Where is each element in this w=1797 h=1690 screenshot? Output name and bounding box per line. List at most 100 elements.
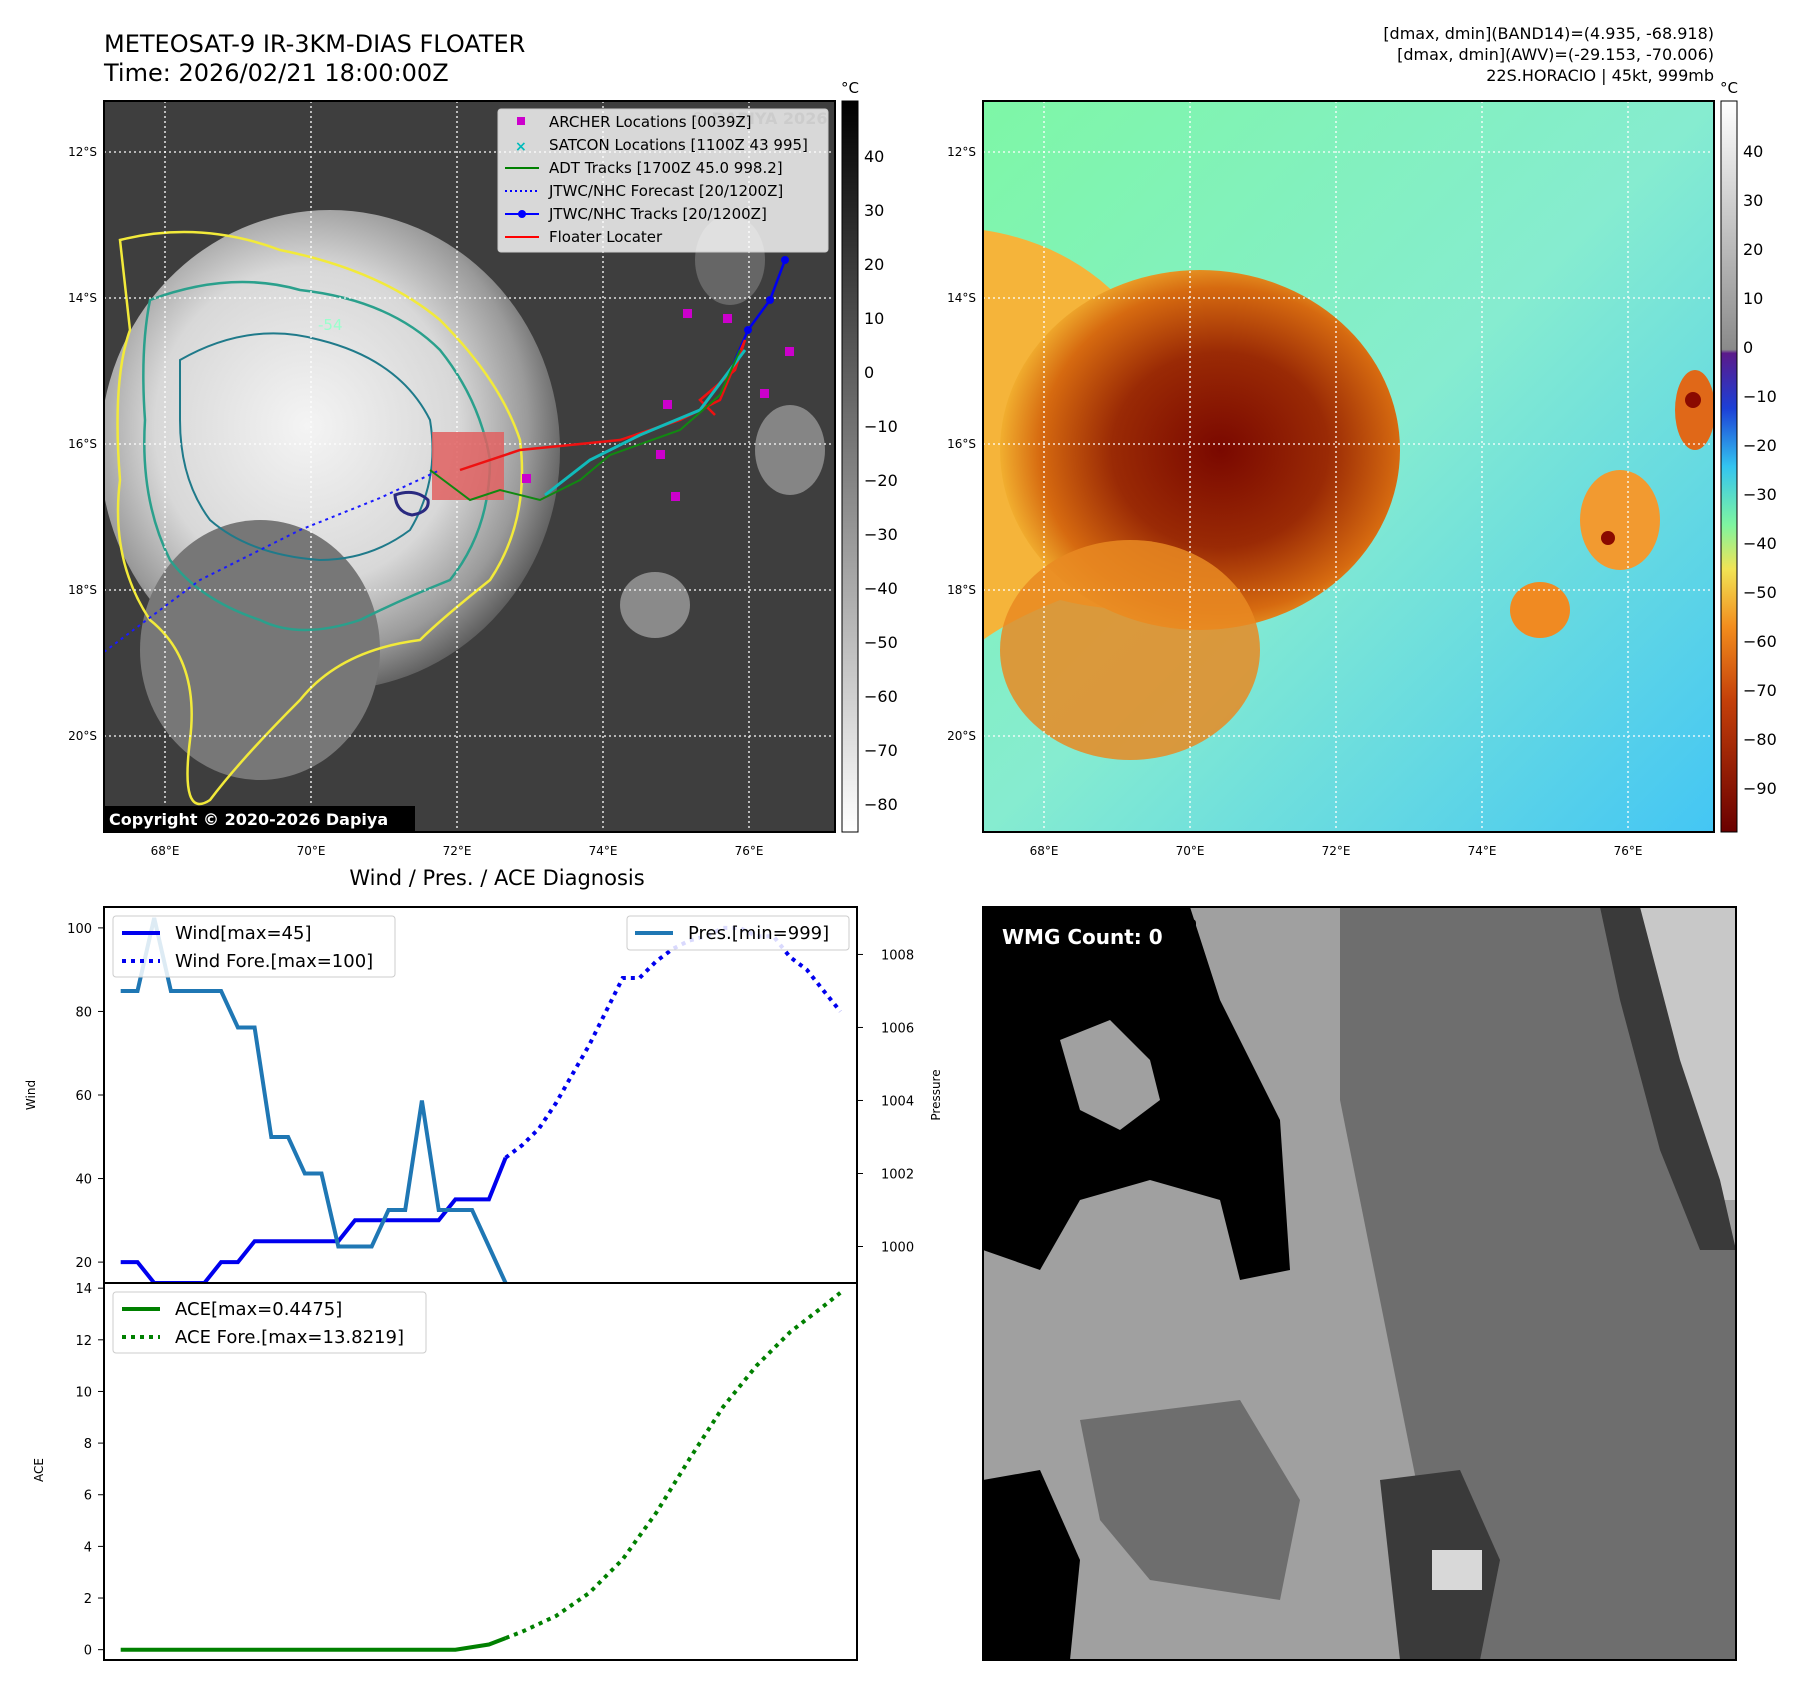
diagnosis-title: Wind / Pres. / ACE Diagnosis bbox=[349, 866, 644, 890]
wind-yticks: 20 40 60 80 100 bbox=[67, 922, 104, 1271]
wind-legend: Wind[max=45] Wind Fore.[max=100] bbox=[112, 915, 396, 978]
cbar-tick: −70 bbox=[864, 741, 898, 760]
wmg-light-stripe bbox=[1640, 907, 1736, 1200]
awv-storm-core bbox=[1000, 270, 1400, 630]
ytick-right-label: 1008 bbox=[881, 948, 914, 963]
satcon-track bbox=[544, 349, 747, 497]
wmg-mid-region-2 bbox=[1080, 1400, 1300, 1600]
ytick-label: 6 bbox=[84, 1489, 92, 1504]
ir-colorbar bbox=[841, 100, 859, 833]
ytick-right-label: 1004 bbox=[881, 1094, 914, 1109]
ir-cloud-cell-2 bbox=[755, 405, 825, 495]
lat-tick: 16°S bbox=[947, 437, 976, 451]
legend-label: JTWC/NHC Tracks [20/1200Z] bbox=[548, 205, 767, 223]
floater-locater-box bbox=[432, 432, 504, 500]
awv-frame bbox=[982, 100, 1715, 833]
awv-gridlines bbox=[983, 101, 1714, 832]
awv-cell-5 bbox=[1601, 531, 1615, 545]
lon-tick: 70°E bbox=[1176, 844, 1205, 858]
awv-cell-4 bbox=[1685, 392, 1701, 408]
ace-legend: ACE[max=0.4475] ACE Fore.[max=13.8219] bbox=[112, 1291, 427, 1354]
cbar-tick: −30 bbox=[864, 525, 898, 544]
awv-cell-1 bbox=[1510, 582, 1570, 638]
legend-box bbox=[112, 915, 396, 978]
wmg-mid-region bbox=[1340, 907, 1736, 1660]
ytick-right-label: 1006 bbox=[881, 1021, 914, 1036]
legend-label: Pres.[min=999] bbox=[688, 923, 829, 944]
ir-contour-label: -54 bbox=[318, 316, 343, 334]
lat-tick: 20°S bbox=[68, 729, 97, 743]
ytick-label: 0 bbox=[84, 1644, 92, 1659]
ir-lat-ticks: 12°S 14°S 16°S 18°S 20°S bbox=[68, 145, 97, 743]
ace-ylabel: ACE bbox=[32, 1458, 46, 1482]
archer-markers bbox=[522, 309, 794, 501]
info-band14: [dmax, dmin](BAND14)=(4.935, -68.918) bbox=[1383, 24, 1714, 43]
ytick-label: 12 bbox=[75, 1334, 92, 1349]
wmg-dark-stripe bbox=[1600, 907, 1736, 1250]
cbar-tick: 30 bbox=[1743, 191, 1763, 210]
legend-archer-marker bbox=[517, 117, 525, 125]
ytick-label: 60 bbox=[75, 1089, 92, 1104]
ytick-label: 8 bbox=[84, 1437, 92, 1452]
cbar-tick: −50 bbox=[1743, 583, 1777, 602]
pressure-yticks: 1000 1002 1004 1006 1008 bbox=[857, 948, 914, 1255]
wmg-panel: WMG Count: 0 bbox=[982, 906, 1737, 1661]
ytick-label: 10 bbox=[75, 1385, 92, 1400]
cbar-tick: 10 bbox=[864, 309, 884, 328]
lat-tick: 12°S bbox=[947, 145, 976, 159]
ytick-label: 14 bbox=[75, 1282, 92, 1297]
lon-tick: 74°E bbox=[589, 844, 618, 858]
legend-label: ACE[max=0.4475] bbox=[175, 1299, 342, 1320]
legend-label: SATCON Locations [1100Z 43 995] bbox=[549, 136, 808, 154]
wmg-label-box bbox=[994, 919, 1196, 955]
lon-tick: 68°E bbox=[151, 844, 180, 858]
cbar-tick: −10 bbox=[864, 417, 898, 436]
lon-tick: 76°E bbox=[735, 844, 764, 858]
page-subtitle-time: Time: 2026/02/21 18:00:00Z bbox=[103, 59, 449, 87]
cbar-tick: 30 bbox=[864, 201, 884, 220]
wmg-frame bbox=[982, 906, 1737, 1661]
legend-label: ARCHER Locations [0039Z] bbox=[549, 113, 752, 131]
ytick-label: 100 bbox=[67, 922, 92, 937]
legend-label: Wind Fore.[max=100] bbox=[175, 951, 373, 972]
awv-colorbar bbox=[1720, 100, 1738, 833]
lon-tick: 72°E bbox=[443, 844, 472, 858]
ytick-label: 4 bbox=[84, 1540, 92, 1555]
legend-label: Floater Locater bbox=[549, 228, 663, 246]
cbar-tick: 20 bbox=[1743, 240, 1763, 259]
cbar-tick: −50 bbox=[864, 633, 898, 652]
cbar-tick: 40 bbox=[1743, 142, 1763, 161]
lon-tick: 74°E bbox=[1468, 844, 1497, 858]
floater-locater-track bbox=[459, 339, 747, 472]
lat-tick: 14°S bbox=[68, 291, 97, 305]
page-title: METEOSAT-9 IR-3KM-DIAS FLOATER bbox=[104, 30, 525, 58]
info-awv: [dmax, dmin](AWV)=(-29.153, -70.006) bbox=[1397, 45, 1714, 64]
awv-cell-3 bbox=[1675, 370, 1714, 450]
ace-yticks: 0 2 4 6 8 10 12 14 bbox=[75, 1282, 104, 1659]
ace-chart: ACE 0 2 4 6 8 10 12 14 ACE[max=0.4475] ACE Fore… bbox=[32, 1282, 858, 1661]
lat-tick: 18°S bbox=[68, 583, 97, 597]
cbar-tick: −80 bbox=[1743, 730, 1777, 749]
ytick-label: 40 bbox=[75, 1173, 92, 1188]
lat-tick: 14°S bbox=[947, 291, 976, 305]
cbar-tick: −80 bbox=[864, 795, 898, 814]
cbar-tick: −40 bbox=[864, 579, 898, 598]
copyright-box bbox=[104, 806, 415, 832]
ir-contour-green bbox=[142, 280, 492, 632]
cbar-tick: −60 bbox=[1743, 632, 1777, 651]
cbar-tick: −60 bbox=[864, 687, 898, 706]
cbar-tick: 20 bbox=[864, 255, 884, 274]
series-line-ace-max-0-4475 bbox=[120, 1636, 507, 1652]
ytick-right-label: 1002 bbox=[881, 1167, 914, 1182]
watermark-text: © DAPIYA 2026 bbox=[690, 109, 827, 128]
legend-label: ADT Tracks [1700Z 45.0 998.2] bbox=[549, 159, 783, 177]
lon-tick: 76°E bbox=[1614, 844, 1643, 858]
jtwc-track-point bbox=[744, 326, 752, 334]
ir-frame bbox=[103, 100, 836, 833]
ir-contour-yellow bbox=[116, 230, 524, 806]
ace-series-layer bbox=[120, 1291, 842, 1652]
lon-tick: 68°E bbox=[1030, 844, 1059, 858]
wmg-bright-cell bbox=[1432, 1550, 1482, 1590]
cbar-tick: 0 bbox=[864, 363, 874, 382]
